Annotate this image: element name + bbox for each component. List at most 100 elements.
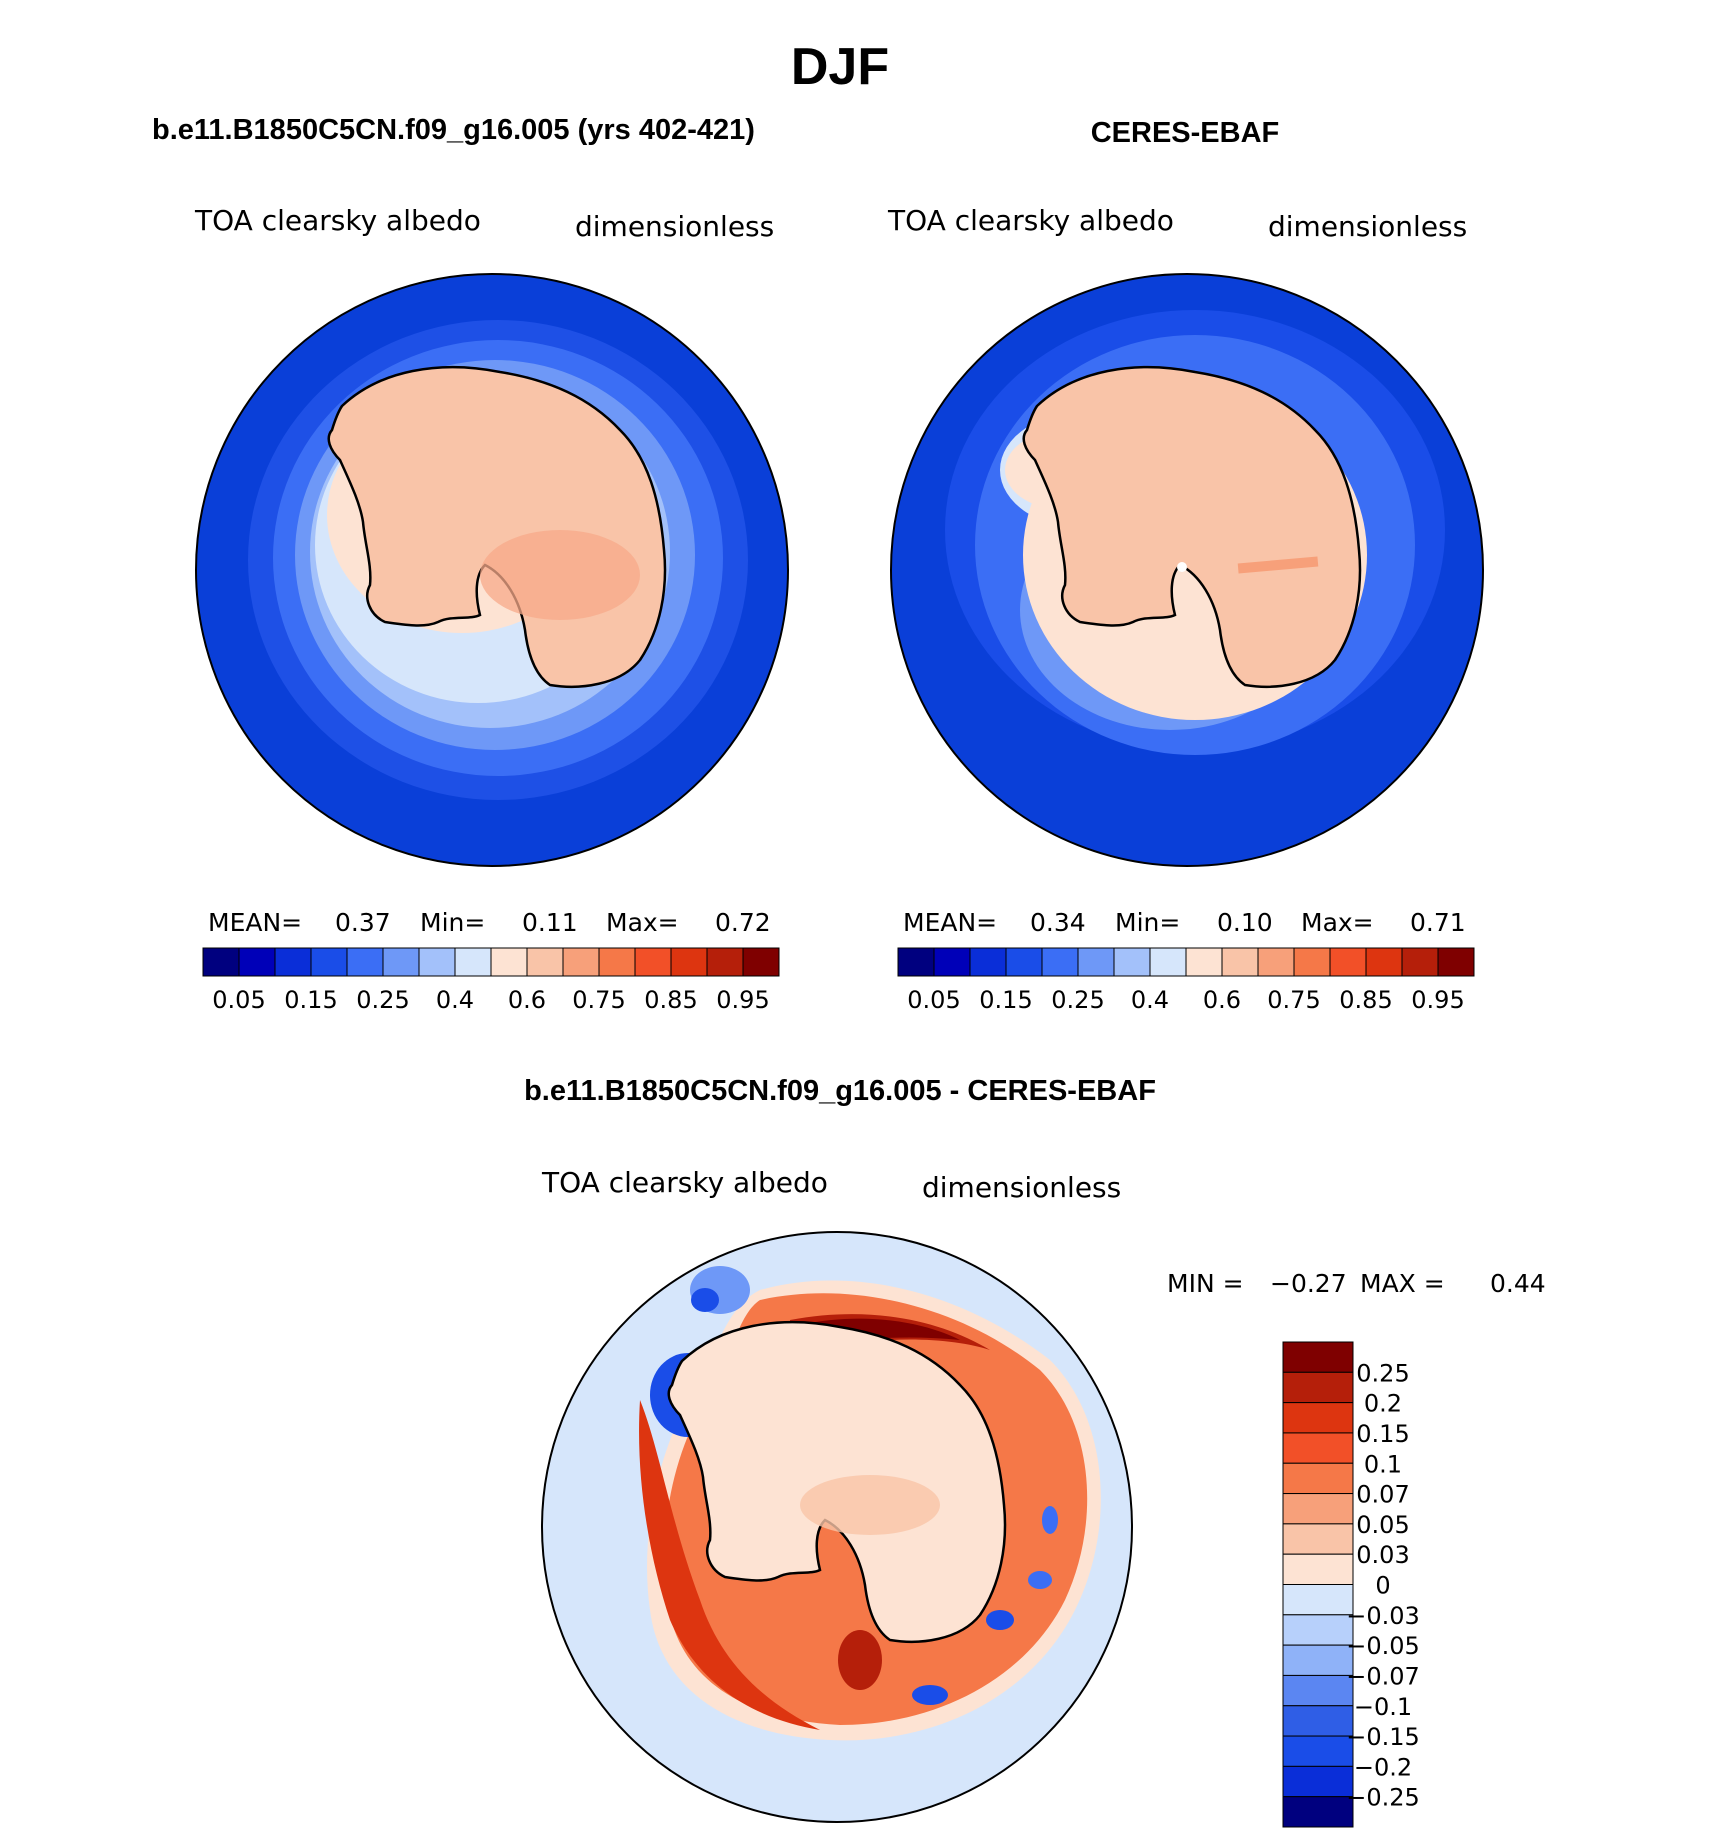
panel-model-colorbar-swatch [634,947,672,977]
panel-diff-colorbar: 0.250.20.150.10.070.050.030−0.03−0.05−0.… [1282,1341,1420,1828]
panel-model-colorbar-swatch [490,947,528,977]
panel-obs-colorbar-swatch [1077,947,1115,977]
panel-diff-colorbar-tick-label: 0.25 [1356,1359,1409,1387]
panel-obs-mean-value: 0.34 [1030,908,1086,937]
panel-diff-colorbar-tick-label: 0.03 [1356,1541,1409,1569]
panel-obs-colorbar-tick-label: 0.15 [979,986,1032,1014]
panel-obs-colorbar-swatch [1041,947,1079,977]
panel-obs-colorbar-swatch [1257,947,1295,977]
panel-model-colorbar-swatch [382,947,420,977]
panel-model-colorbar-tick-label: 0.75 [572,986,625,1014]
panel-model-colorbar-tick-label: 0.6 [508,986,546,1014]
panel-obs-colorbar-swatch [1365,947,1403,977]
panel-obs-colorbar-tick-label: 0.4 [1131,986,1169,1014]
panel-model-colorbar-tick-label: 0.95 [716,986,769,1014]
panel-model-map [196,274,788,866]
panel-diff-colorbar-swatch [1282,1432,1354,1464]
panel-obs-colorbar: 0.05 0.15 0.25 0.4 0.6 0.75 0.85 0.95 [897,947,1475,1014]
panel-obs-mean-label: MEAN= [903,908,997,937]
panel-diff-colorbar-tick-label: 0.05 [1356,1511,1409,1539]
panel-obs-colorbar-swatch [1401,947,1439,977]
panel-obs-colorbar-tick-label: 0.25 [1051,986,1104,1014]
panel-model-colorbar-tick-label: 0.15 [284,986,337,1014]
panel-obs: CERES-EBAF TOA clearsky albedo dimension… [887,117,1484,1014]
panel-diff-max-label: MAX = [1360,1269,1445,1298]
panel-obs-min-value: 0.10 [1217,908,1273,937]
panel-diff-colorbar-swatch [1282,1371,1354,1404]
panel-obs-colorbar-swatch [1221,947,1259,977]
panel-diff-map-border [541,1231,1133,1823]
panel-model-max-label: Max= [606,908,679,937]
panel-model-colorbar-swatch [274,947,312,977]
panel-model-colorbar-swatch [670,947,708,977]
panel-model-colorbar-swatch [562,947,600,977]
panel-model-colorbar-swatch [418,947,456,977]
panel-diff-map [542,1232,1132,1822]
panel-model-max-value: 0.72 [715,908,771,937]
panel-diff-colorbar-tick-label: −0.07 [1346,1662,1420,1690]
panel-diff-colorbar-tick-label: 0.2 [1364,1390,1402,1418]
panel-obs-colorbar-tick-label: 0.75 [1267,986,1320,1014]
panel-model-colorbar-tick-label: 0.25 [356,986,409,1014]
panel-obs-map [891,274,1483,866]
panel-model-stats: MEAN= 0.37 Min= 0.11 Max= 0.72 [208,908,771,937]
panel-diff-colorbar-swatch [1282,1796,1354,1828]
panel-diff-colorbar-swatch [1282,1462,1354,1495]
panel-diff: b.e11.B1850C5CN.f09_g16.005 - CERES-EBAF… [524,1075,1546,1828]
panel-diff-colorbar-swatch [1282,1553,1354,1585]
panel-obs-colorbar-swatch [969,947,1007,977]
panel-obs-colorbar-tick-label: 0.6 [1203,986,1241,1014]
panel-model-colorbar-swatch [526,947,564,977]
panel-diff-colorbar-swatch [1282,1614,1354,1646]
panel-diff-colorbar-tick-label: 0.15 [1356,1420,1409,1448]
panel-model-colorbar-swatch [706,947,744,977]
panel-model-colorbar-swatch [202,947,240,977]
panel-model-colorbar-tick-label: 0.4 [436,986,474,1014]
panel-diff-colorbar-swatch [1282,1341,1354,1373]
panel-diff-units: dimensionless [922,1171,1121,1204]
panel-model: b.e11.B1850C5CN.f09_g16.005 (yrs 402-421… [152,114,789,1014]
panel-diff-colorbar-tick-label: 0 [1375,1572,1390,1600]
panel-diff-min-value: −0.27 [1270,1269,1347,1298]
panel-obs-map-border [890,273,1484,867]
panel-obs-colorbar-swatch [1437,947,1475,977]
panel-diff-min-label: MIN = [1167,1269,1244,1298]
panel-diff-colorbar-tick-label: −0.2 [1354,1753,1412,1781]
panel-diff-variable: TOA clearsky albedo [541,1166,828,1199]
figure-title: DJF [791,38,889,96]
panel-obs-colorbar-swatch [1293,947,1331,977]
panel-diff-stats: MIN = −0.27 MAX = 0.44 [1167,1269,1546,1298]
panel-model-mean-label: MEAN= [208,908,302,937]
panel-diff-colorbar-swatch [1282,1644,1354,1676]
panel-obs-colorbar-swatch [1149,947,1187,977]
panel-model-colorbar-swatch [310,947,348,977]
panel-diff-colorbar-tick-label: −0.15 [1346,1723,1420,1751]
panel-model-map-border [195,273,789,867]
panel-obs-stats: MEAN= 0.34 Min= 0.10 Max= 0.71 [903,908,1466,937]
panel-obs-colorbar-swatch [1113,947,1151,977]
panel-obs-colorbar-tick-label: 0.95 [1411,986,1464,1014]
panel-diff-colorbar-tick-label: 0.1 [1364,1450,1402,1478]
panel-diff-colorbar-tick-label: −0.03 [1346,1602,1420,1630]
panel-model-colorbar-swatch [238,947,276,977]
panel-obs-colorbar-swatch [1185,947,1223,977]
panel-diff-colorbar-tick-label: −0.05 [1346,1632,1420,1660]
panel-diff-colorbar-tick-label: 0.07 [1356,1481,1409,1509]
panel-model-units: dimensionless [575,210,774,243]
panel-diff-title: b.e11.B1850C5CN.f09_g16.005 - CERES-EBAF [524,1075,1156,1107]
panel-obs-colorbar-swatch [897,947,935,977]
panel-obs-colorbar-swatch [933,947,971,977]
panel-obs-max-label: Max= [1301,908,1374,937]
panel-obs-colorbar-tick-label: 0.85 [1339,986,1392,1014]
panel-model-variable: TOA clearsky albedo [194,204,481,237]
panel-diff-colorbar-swatch [1282,1402,1354,1434]
panel-diff-colorbar-tick-label: −0.25 [1346,1784,1420,1812]
panel-model-colorbar: 0.05 0.15 0.25 0.4 0.6 0.75 0.85 0.95 [202,947,780,1014]
panel-model-colorbar-swatch [598,947,636,977]
panel-diff-colorbar-swatch [1282,1705,1354,1737]
panel-model-min-value: 0.11 [522,908,578,937]
panel-diff-colorbar-swatch [1282,1493,1354,1525]
panel-obs-title: CERES-EBAF [1091,117,1280,149]
panel-obs-colorbar-swatch [1329,947,1367,977]
